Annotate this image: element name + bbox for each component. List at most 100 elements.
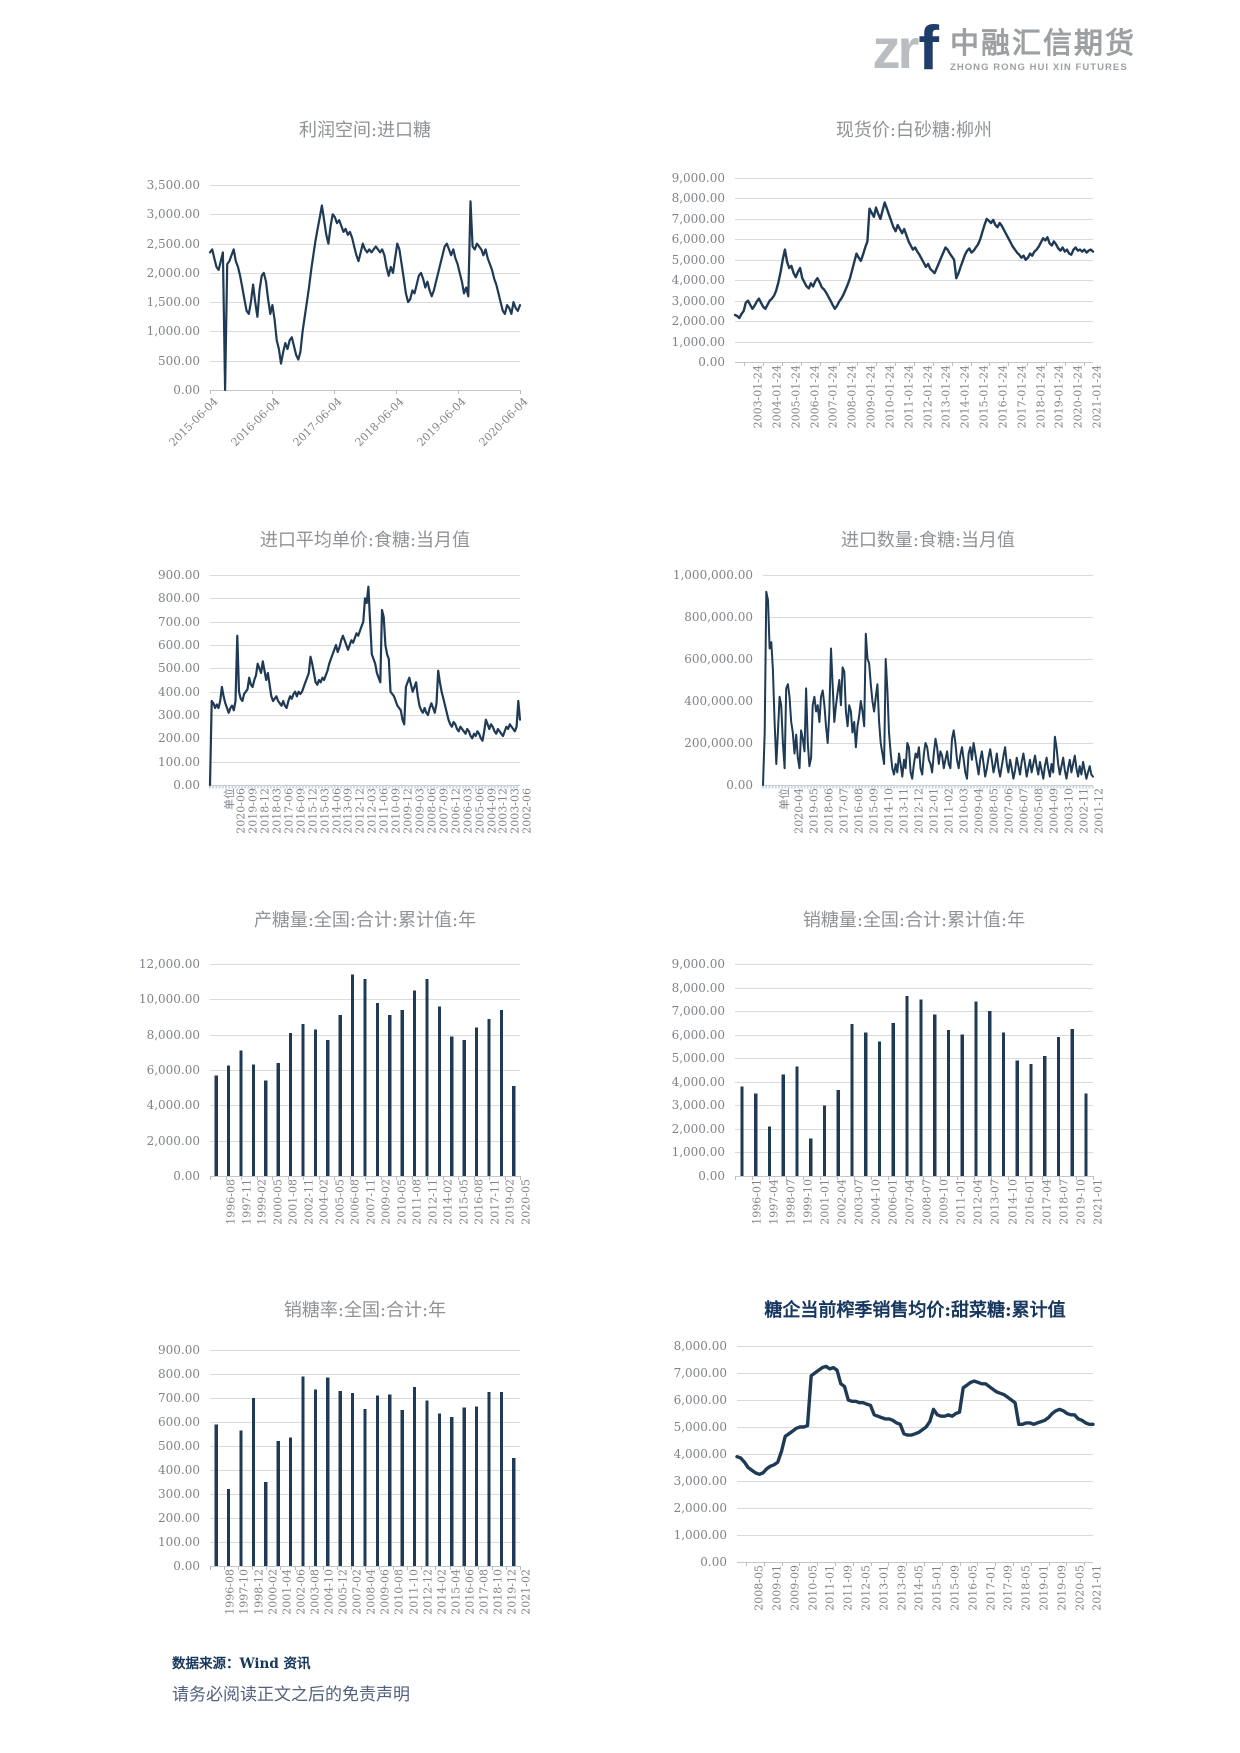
- x-tick-label: 2015-01-24: [977, 365, 991, 429]
- x-tick-label: 2013-11: [897, 788, 911, 834]
- x-tick-label: 2015-04: [449, 1569, 463, 1615]
- x-tick-label: 2011-09: [841, 1565, 855, 1611]
- x-tick-label: 2000-05: [271, 1179, 285, 1225]
- x-tick-label: 2021-01: [1091, 1565, 1105, 1611]
- x-tick-label: 2015-03: [318, 788, 332, 834]
- y-tick-label: 400.00: [158, 1463, 200, 1477]
- plot-area: 0.00 100.00 200.00 300.00 400.00 500.00 600.00…: [125, 1343, 524, 1573]
- x-tick-label: 2007-01-24: [826, 365, 840, 429]
- x-axis-labels: 2008-05 2009-01 2009-09 2010-05 2011-01 2011-…: [737, 1562, 1104, 1654]
- x-tick-label: 1999-10: [801, 1179, 815, 1225]
- x-tick-label: 2009-06: [379, 1569, 393, 1615]
- y-tick-label: 2,000.00: [146, 265, 200, 280]
- x-tick-label: 2015-05: [457, 1179, 471, 1225]
- y-tick-label: 600.00: [158, 1415, 200, 1429]
- plot-area: 0.00 200,000.00 400,000.00 600,000.00 800,00…: [645, 568, 1097, 792]
- x-tick-label: 2012-12: [912, 788, 926, 834]
- y-tick-label: 6,000.00: [671, 232, 725, 247]
- y-tick-label: 6,000.00: [673, 1393, 727, 1407]
- y-tick-label: 400,000.00: [684, 694, 753, 708]
- plot-svg: [733, 178, 1095, 366]
- x-tick-label: 2018-05: [1019, 1565, 1033, 1611]
- chart-title: 销糖量:全国:合计:累计值:年: [802, 910, 1026, 931]
- y-tick-label: 4,000.00: [671, 273, 725, 288]
- y-tick-label: 3,000.00: [146, 207, 200, 222]
- x-tick-label: 2006-01: [886, 1179, 900, 1225]
- x-tick-label: 2020-05: [519, 1179, 533, 1225]
- y-tick-label: 0.00: [173, 1559, 200, 1573]
- x-tick-label: 2017-01: [984, 1565, 998, 1611]
- disclaimer-note: 请务必阅读正文之后的免责声明: [172, 1685, 410, 1705]
- y-tick-label: 300.00: [158, 708, 200, 722]
- chart-title: 销糖率:全国:合计:年: [283, 1300, 447, 1321]
- y-tick-label: 900.00: [158, 568, 200, 582]
- y-tick-label: 800.00: [158, 591, 200, 606]
- x-tick-label: 2016-08: [852, 788, 866, 834]
- x-tick-label: 2019-02: [503, 1179, 517, 1225]
- x-tick-label: 2011-01: [955, 1179, 969, 1225]
- x-axis-labels: 2003-01-24 2004-01-24 2005-01-24 2006-01-24…: [735, 362, 1103, 460]
- x-tick-label: 2003-08: [308, 1569, 322, 1615]
- plot-area: 0.00 1,000.00 2,000.00 3,000.00 4,000.00 5,00…: [645, 171, 1097, 369]
- x-tick-label: 2002-11: [302, 1179, 316, 1225]
- x-tick-label: 2008-05: [987, 788, 1001, 834]
- x-tick-label: 2017-11: [488, 1179, 502, 1225]
- x-tick-label: 2006-08: [348, 1179, 362, 1225]
- y-tick-label: 4,000.00: [671, 1074, 725, 1089]
- y-tick-label: 7,000.00: [671, 211, 725, 226]
- plot-area: 0.00 100.00 200.00 300.00 400.00 500.00 600.00…: [125, 568, 524, 792]
- company-logo: zr f 中融汇信期货 ZHONG RONG HUI XIN FUTURES: [872, 14, 1136, 83]
- x-tick-label: 2007-04: [903, 1179, 917, 1225]
- logo-f-mark: f: [918, 14, 939, 83]
- y-tick-label: 8,000.00: [146, 1027, 200, 1042]
- y-tick-label: 3,000.00: [671, 1098, 725, 1113]
- x-tick-label: 2019-12: [505, 1569, 519, 1615]
- y-tick-label: 4,000.00: [146, 1098, 200, 1113]
- y-tick-label: 600.00: [158, 638, 200, 652]
- x-tick-label: 2005-06: [473, 788, 487, 834]
- y-tick-label: 1,500.00: [146, 295, 200, 310]
- y-tick-label: 700.00: [158, 614, 200, 629]
- x-tick-label: 2009-10: [938, 1179, 952, 1225]
- y-tick-label: 4,000.00: [673, 1447, 727, 1461]
- x-tick-label: 2019-05: [807, 788, 821, 834]
- x-tick-label: 1998-12: [252, 1569, 266, 1615]
- x-tick-label: 2003-01-24: [751, 365, 765, 429]
- x-tick-label: 1996-01: [750, 1179, 764, 1225]
- y-tick-label: 9,000.00: [671, 957, 725, 971]
- chart-beet-sugar-avg-price: 糖企当前榨季销售均价:甜菜糖:累计值 0.00 1,000.00 2,000.00 3,…: [645, 1298, 1105, 1654]
- y-tick-label: 200.00: [158, 731, 200, 746]
- x-tick-label: 2002-11: [1077, 788, 1091, 834]
- chart-import-avg-price: 进口平均单价:食糖:当月值 0.00 100.00 200.00 300.00 400.0…: [125, 528, 534, 857]
- x-tick-label: 2016-01-24: [996, 365, 1010, 429]
- x-tick-label: 2006-01-24: [807, 365, 821, 429]
- x-axis-labels: 2015-06-04 2016-06-04 2017-06-04 2018-06-04…: [166, 390, 530, 472]
- x-tick-label: 2008-05: [752, 1565, 766, 1611]
- x-tick-label: 2011-01: [824, 1565, 838, 1611]
- x-tick-label: 2005-01-24: [789, 365, 803, 429]
- x-tick-label: 2016-01: [1023, 1179, 1037, 1225]
- chart-spot-price-liuzhou: 现货价:白砂糖:柳州 0.00 1,000.00 2,000.00 3,000.00 4,…: [645, 118, 1104, 460]
- x-tick-label: 2018-03: [270, 788, 284, 834]
- y-tick-label: 6,000.00: [146, 1063, 200, 1077]
- x-tick-label: 2013-09: [895, 1565, 909, 1611]
- x-tick-label: 2004-01-24: [770, 365, 784, 429]
- chart-title: 利润空间:进口糖: [298, 120, 432, 141]
- y-tick-label: 1,000.00: [671, 334, 725, 349]
- x-tick-label: 2020-06-04: [476, 395, 531, 450]
- company-name-en: ZHONG RONG HUI XIN FUTURES: [949, 62, 1128, 73]
- y-tick-label: 2,500.00: [146, 236, 200, 251]
- logo-zr-mark: zr: [872, 17, 920, 80]
- x-tick-label: 2013-07: [989, 1179, 1003, 1225]
- y-tick-label: 900.00: [158, 1343, 200, 1357]
- x-tick-label: 2010-08: [393, 1569, 407, 1615]
- x-tick-label: 2016-08: [472, 1179, 486, 1225]
- x-tick-label: 1998-07: [784, 1179, 798, 1225]
- y-tick-label: 0.00: [173, 1169, 200, 1183]
- chart-import-quantity: 进口数量:食糖:当月值 0.00 200,000.00 400,000.00 600,0…: [645, 528, 1106, 857]
- x-tick-label: 2016-06-04: [228, 395, 283, 450]
- x-tick-label: 1999-02: [255, 1179, 269, 1225]
- x-tick-label: 2006-12: [449, 788, 463, 834]
- x-tick-label: 2010-01-24: [883, 365, 897, 429]
- x-tick-label: 2015-06-04: [166, 395, 221, 450]
